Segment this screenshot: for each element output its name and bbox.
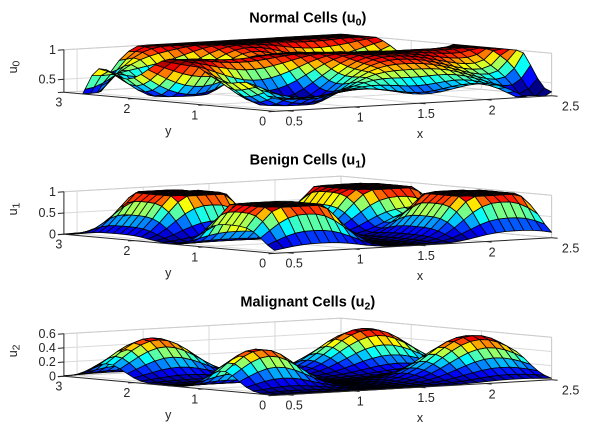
- svg-text:x: x: [417, 269, 424, 283]
- svg-text:0.2: 0.2: [39, 355, 56, 369]
- svg-text:2.5: 2.5: [562, 100, 579, 114]
- svg-text:2.5: 2.5: [562, 384, 579, 398]
- svg-text:1: 1: [357, 111, 364, 125]
- svg-text:1: 1: [49, 43, 56, 57]
- svg-text:2: 2: [489, 245, 496, 259]
- svg-text:u0: u0: [6, 60, 23, 73]
- svg-text:2: 2: [123, 386, 130, 400]
- svg-text:1: 1: [191, 108, 198, 122]
- svg-text:0.6: 0.6: [39, 327, 56, 341]
- svg-text:x: x: [417, 411, 424, 425]
- svg-text:0.5: 0.5: [286, 115, 303, 129]
- svg-text:y: y: [165, 408, 172, 422]
- svg-text:0: 0: [259, 257, 266, 271]
- svg-text:0.5: 0.5: [286, 257, 303, 271]
- svg-text:y: y: [165, 124, 172, 138]
- svg-text:1.5: 1.5: [417, 391, 434, 405]
- svg-text:2.5: 2.5: [562, 242, 579, 256]
- svg-text:3: 3: [55, 238, 62, 252]
- svg-text:Normal Cells (u0): Normal Cells (u0): [249, 11, 366, 29]
- svg-text:1: 1: [357, 395, 364, 409]
- svg-text:1: 1: [191, 250, 198, 264]
- svg-text:3: 3: [55, 96, 62, 110]
- svg-text:1: 1: [191, 392, 198, 406]
- svg-text:1.5: 1.5: [417, 107, 434, 121]
- svg-text:Benign Cells (u1): Benign Cells (u1): [250, 153, 366, 171]
- svg-text:0.5: 0.5: [39, 206, 56, 220]
- svg-text:0: 0: [49, 369, 56, 383]
- svg-text:2: 2: [489, 387, 496, 401]
- svg-text:0.4: 0.4: [39, 341, 56, 355]
- svg-text:0.5: 0.5: [39, 72, 56, 86]
- svg-text:u1: u1: [6, 202, 23, 215]
- svg-text:1: 1: [49, 185, 56, 199]
- svg-text:x: x: [417, 127, 424, 141]
- svg-text:2: 2: [123, 244, 130, 258]
- svg-text:y: y: [165, 266, 172, 280]
- svg-text:Malignant Cells (u2): Malignant Cells (u2): [240, 295, 375, 313]
- svg-text:u2: u2: [6, 344, 23, 357]
- svg-text:0: 0: [49, 227, 56, 241]
- svg-text:1.5: 1.5: [417, 249, 434, 263]
- svg-text:0: 0: [259, 115, 266, 129]
- svg-text:3: 3: [55, 380, 62, 394]
- svg-text:0.5: 0.5: [286, 399, 303, 413]
- svg-text:1: 1: [357, 253, 364, 267]
- svg-text:0: 0: [259, 399, 266, 413]
- svg-text:2: 2: [489, 103, 496, 117]
- svg-text:2: 2: [123, 102, 130, 116]
